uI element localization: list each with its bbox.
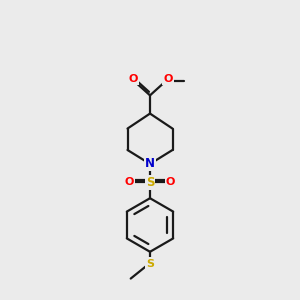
Text: O: O (166, 177, 175, 187)
Text: O: O (163, 74, 173, 84)
Text: O: O (129, 74, 138, 84)
Text: S: S (146, 176, 154, 189)
Text: S: S (146, 259, 154, 269)
Text: O: O (125, 177, 134, 187)
Text: N: N (145, 158, 155, 170)
